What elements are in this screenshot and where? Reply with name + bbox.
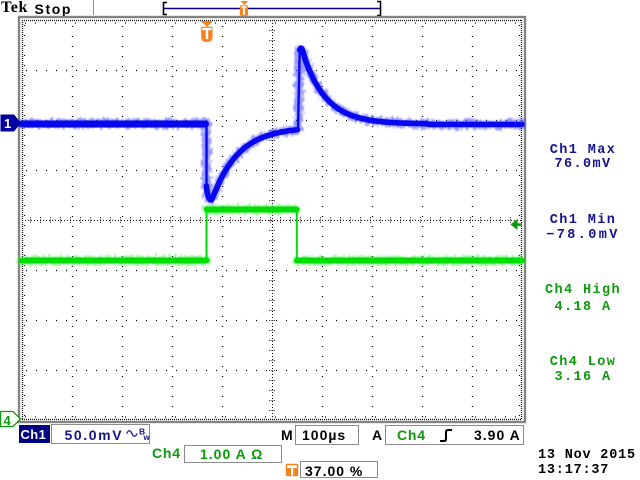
svg-text:B: B	[139, 427, 145, 437]
svg-text:w: w	[143, 433, 151, 442]
